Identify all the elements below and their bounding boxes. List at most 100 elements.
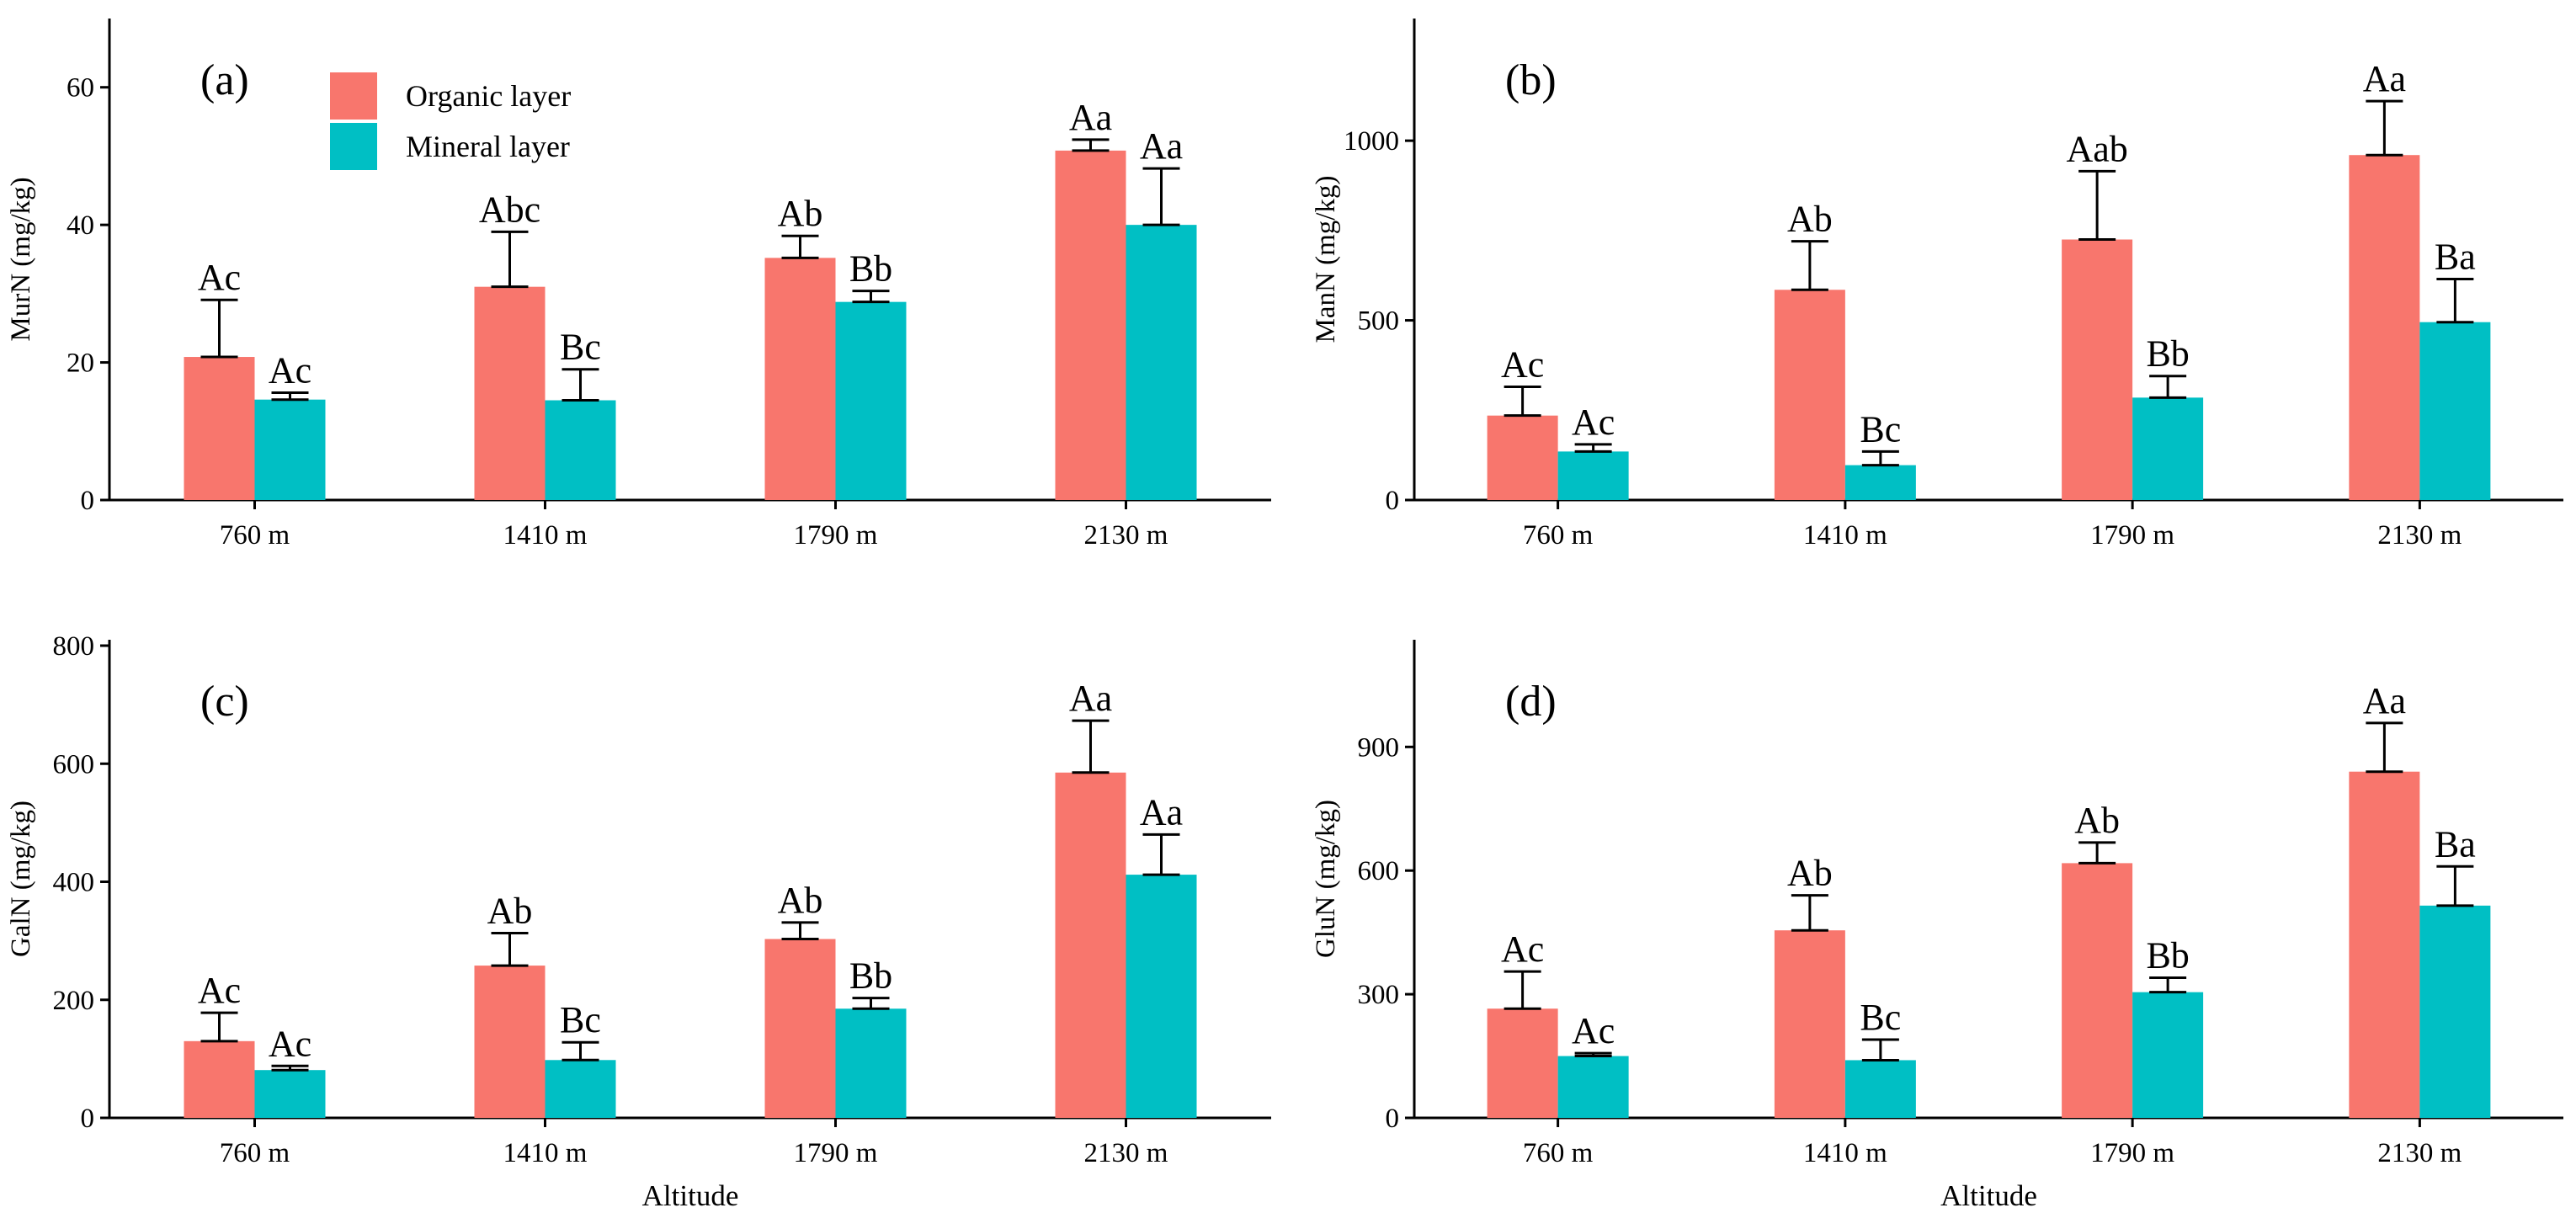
x-axis-title: Altitude xyxy=(642,1179,739,1212)
significance-label: Bb xyxy=(2146,935,2189,976)
y-tick-label: 20 xyxy=(67,348,94,379)
significance-label: Ac xyxy=(269,350,311,391)
mineral-bar xyxy=(835,301,907,500)
x-tick-label: 1410 m xyxy=(1803,1138,1887,1168)
x-tick-label: 1790 m xyxy=(2090,1138,2174,1168)
legend: Organic layer Mineral layer xyxy=(330,72,571,170)
y-tick-label: 800 xyxy=(53,631,95,662)
y-axis-label: MurN (mg/kg) xyxy=(6,177,36,341)
significance-label: Ac xyxy=(1501,344,1544,386)
mineral-bar xyxy=(545,1060,616,1118)
x-tick-label: 1410 m xyxy=(503,1138,588,1168)
significance-label: Bc xyxy=(1860,997,1901,1038)
x-tick-label: 760 m xyxy=(1523,520,1594,551)
mineral-bar xyxy=(2132,397,2204,500)
mineral-bar xyxy=(545,400,616,500)
organic-bar xyxy=(1487,415,1558,500)
chart-panel-4: 0 300 600 900 GluN (mg/kg) (d) 760 m Ac Ac 1410 m… xyxy=(1311,640,2563,1212)
x-tick-label: 760 m xyxy=(220,520,290,551)
significance-label: Ac xyxy=(1501,928,1544,970)
mineral-bar xyxy=(2419,322,2491,500)
significance-label: Ac xyxy=(1572,1010,1615,1051)
x-tick-label: 1790 m xyxy=(794,1138,878,1168)
mineral-bar xyxy=(1844,465,1916,500)
organic-bar xyxy=(1055,150,1126,501)
y-tick-label: 0 xyxy=(1386,486,1400,516)
mineral-bar xyxy=(835,1008,907,1118)
significance-label: Ab xyxy=(1787,853,1833,894)
significance-label: Ba xyxy=(2435,236,2476,277)
organic-bar xyxy=(1487,1008,1558,1118)
significance-label: Ac xyxy=(198,970,241,1011)
y-tick-label: 400 xyxy=(53,868,95,898)
x-tick-label: 1790 m xyxy=(794,520,878,551)
x-tick-label: 1410 m xyxy=(1803,520,1887,551)
significance-label: Ac xyxy=(1572,402,1615,443)
y-tick-label: 900 xyxy=(1358,732,1400,763)
organic-bar xyxy=(184,1040,255,1118)
organic-bar xyxy=(474,966,546,1118)
significance-label: Ab xyxy=(1787,199,1833,240)
significance-label: Ac xyxy=(269,1023,311,1064)
x-axis-title: Altitude xyxy=(1940,1179,2037,1212)
significance-label: Ba xyxy=(2435,823,2476,865)
significance-label: Bb xyxy=(849,248,892,290)
significance-label: Ab xyxy=(2074,800,2120,841)
x-tick-label: 2130 m xyxy=(2377,520,2462,551)
mineral-bar xyxy=(1844,1060,1916,1118)
significance-label: Ab xyxy=(487,891,533,932)
y-tick-label: 0 xyxy=(81,1104,95,1134)
organic-bar xyxy=(2062,239,2133,500)
significance-label: Ab xyxy=(778,193,823,234)
significance-label: Aa xyxy=(1140,125,1183,167)
y-axis-label: GalN (mg/kg) xyxy=(6,801,36,957)
significance-label: Bb xyxy=(2146,333,2189,375)
organic-bar xyxy=(2349,771,2420,1118)
significance-label: Aa xyxy=(1069,678,1112,719)
y-tick-label: 500 xyxy=(1358,306,1400,337)
organic-bar xyxy=(764,939,836,1118)
significance-label: Abc xyxy=(479,189,540,230)
y-tick-label: 300 xyxy=(1358,980,1400,1010)
significance-label: Ac xyxy=(198,257,241,298)
significance-label: Aa xyxy=(1140,791,1183,833)
y-tick-label: 1000 xyxy=(1344,126,1399,157)
legend-label: Mineral layer xyxy=(406,130,570,163)
y-tick-label: 600 xyxy=(1358,856,1400,886)
organic-bar xyxy=(1055,772,1126,1118)
organic-bar xyxy=(184,357,255,500)
legend-swatch xyxy=(330,123,377,170)
x-tick-label: 2130 m xyxy=(2377,1138,2462,1168)
mineral-bar xyxy=(2419,905,2491,1118)
mineral-bar xyxy=(254,1070,326,1118)
y-tick-label: 0 xyxy=(81,486,95,516)
x-tick-label: 2130 m xyxy=(1084,520,1168,551)
significance-label: Aab xyxy=(2066,128,2127,169)
y-axis-label: GluN (mg/kg) xyxy=(1311,800,1341,958)
mineral-bar xyxy=(2132,992,2204,1118)
mineral-bar xyxy=(1126,225,1197,500)
mineral-bar xyxy=(254,399,326,500)
significance-label: Aa xyxy=(2363,58,2406,99)
panel-tag: (a) xyxy=(200,56,249,104)
chart-panel-3: 0 200 400 600 800 GalN (mg/kg) (c) 760 m Ac Ac 141… xyxy=(6,631,1271,1212)
significance-label: Aa xyxy=(2363,680,2406,721)
mineral-bar xyxy=(1557,451,1629,500)
panel-tag: (d) xyxy=(1505,678,1557,726)
significance-label: Ab xyxy=(778,880,823,921)
organic-bar xyxy=(764,258,836,500)
panel-tag: (c) xyxy=(200,678,249,726)
significance-label: Bc xyxy=(560,327,601,368)
y-tick-label: 600 xyxy=(53,749,95,779)
mineral-bar xyxy=(1126,875,1197,1118)
organic-bar xyxy=(2062,863,2133,1118)
y-tick-label: 0 xyxy=(1386,1104,1400,1134)
mineral-bar xyxy=(1557,1056,1629,1118)
significance-label: Bc xyxy=(560,999,601,1040)
legend-swatch xyxy=(330,72,377,120)
significance-label: Bc xyxy=(1860,408,1901,450)
panel-tag: (b) xyxy=(1505,56,1557,104)
